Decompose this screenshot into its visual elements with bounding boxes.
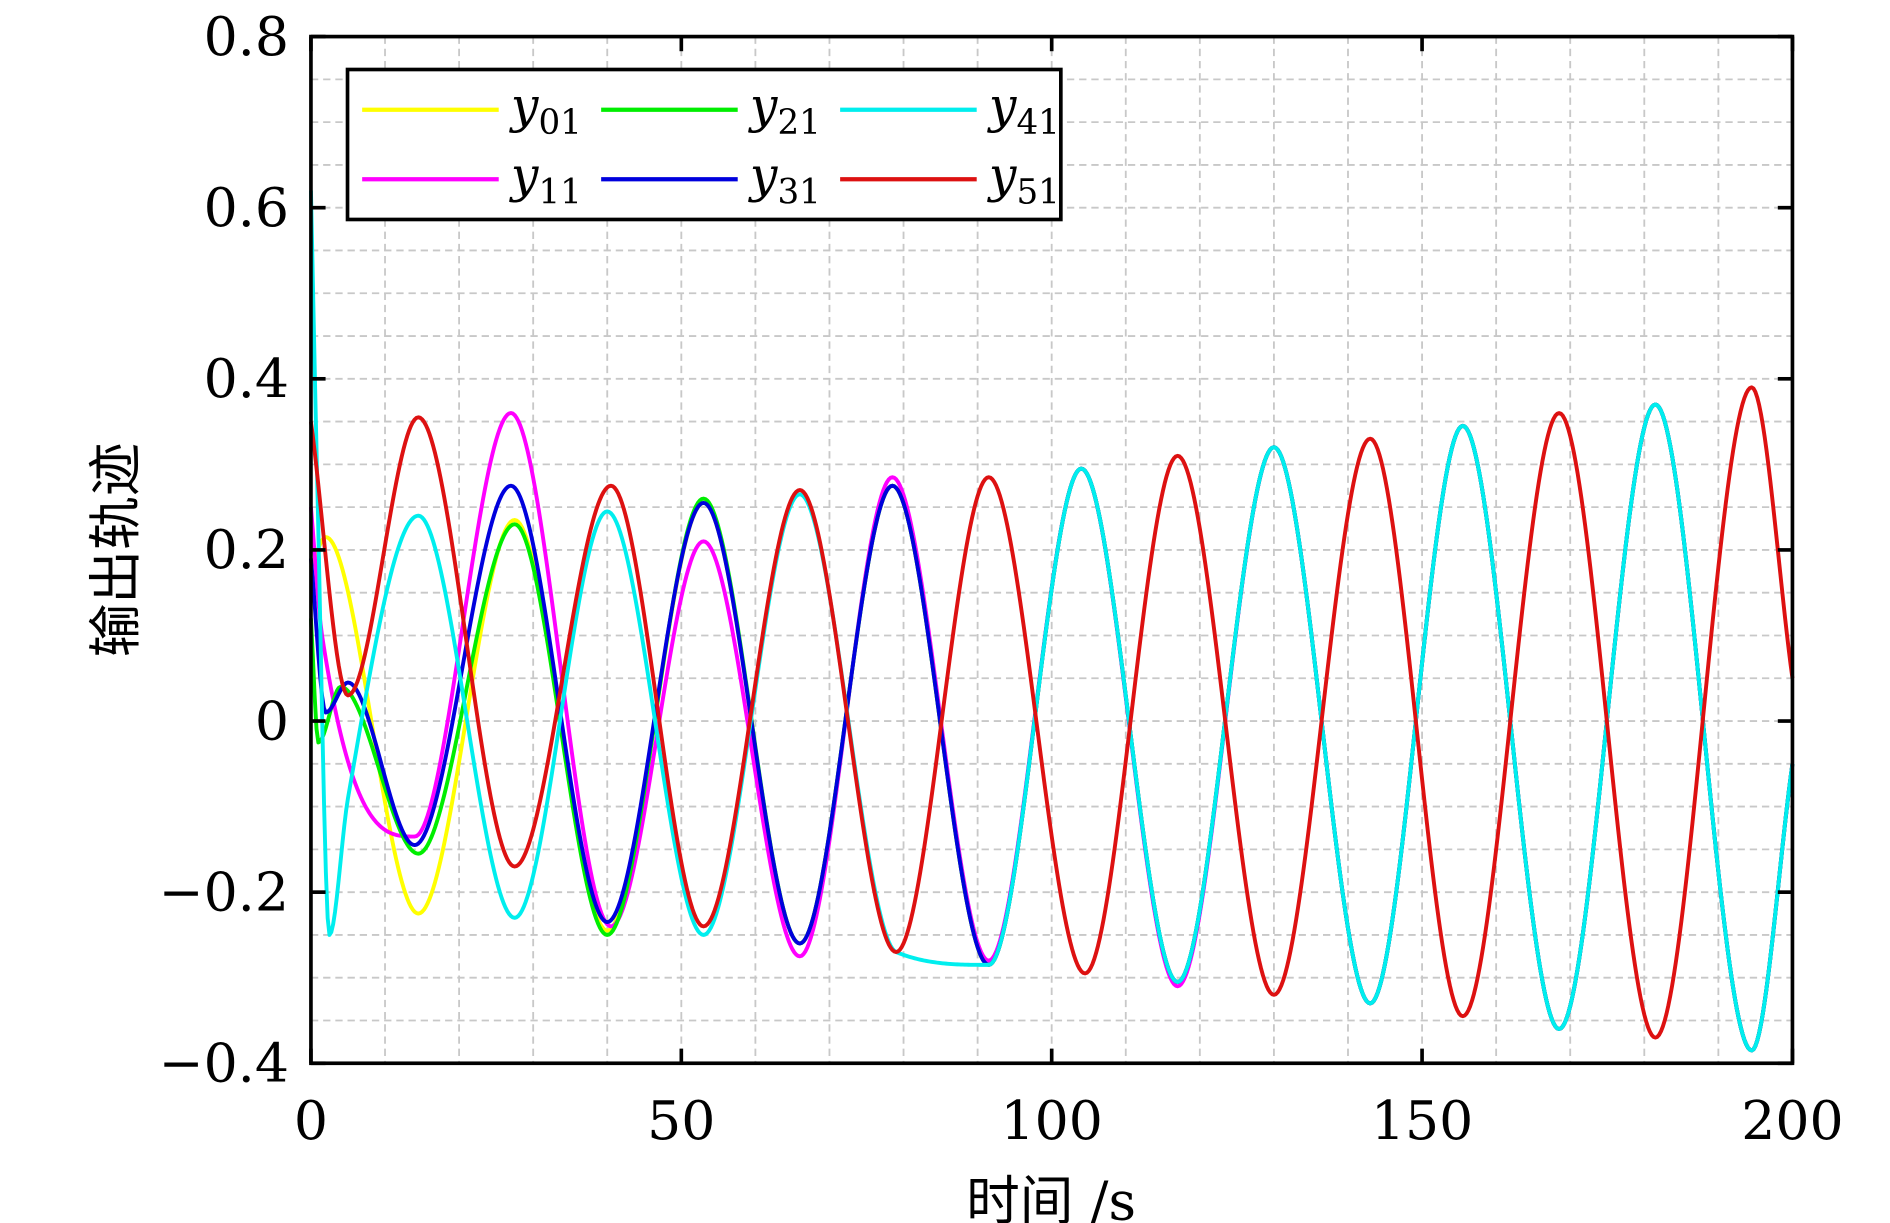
y-tick-label: 0.4 — [204, 347, 289, 410]
x-tick-label: 150 — [1371, 1089, 1473, 1152]
y-tick-label: 0.8 — [204, 5, 289, 68]
series-lines — [308, 190, 1795, 1053]
legend-item-y41: y41 — [840, 77, 1060, 143]
legend-item-y11: y11 — [362, 146, 582, 213]
legend-label: y11 — [509, 146, 582, 212]
legend-item-y51: y51 — [840, 146, 1060, 213]
legend-item-y21: y21 — [601, 77, 821, 143]
y-tick-label: 0 — [255, 689, 289, 752]
x-tick-label: 50 — [647, 1089, 715, 1152]
tick-labels: 0 50 100 150 200 −0.4 −0.2 0 0.2 0.4 0.6 0.8 — [159, 5, 1844, 1152]
y-tick-label: −0.4 — [159, 1032, 289, 1095]
y-axis-title: 输出轨迹 — [84, 443, 147, 658]
legend-label: y31 — [748, 146, 821, 212]
legend-item-y31: y31 — [601, 146, 821, 213]
x-tick-label: 0 — [294, 1089, 328, 1152]
series-line-y51 — [309, 385, 1795, 1040]
legend-label: y51 — [987, 146, 1060, 212]
legend-label: y21 — [748, 77, 821, 143]
x-tick-label: 100 — [1000, 1089, 1102, 1152]
y-tick-label: 0.2 — [204, 518, 289, 581]
series-line-y41 — [308, 190, 1795, 1053]
x-tick-label: 200 — [1741, 1089, 1843, 1152]
legend-label: y41 — [987, 77, 1060, 143]
x-axis-title: 时间 /s — [966, 1169, 1136, 1223]
legend-box — [345, 67, 1063, 222]
legend: y01 y21 y41 y11 y31 y51 — [345, 67, 1063, 222]
y-tick-label: −0.2 — [159, 860, 289, 923]
axes — [309, 34, 1795, 1066]
y-tick-label: 0.6 — [204, 176, 289, 239]
legend-label: y01 — [509, 77, 582, 143]
legend-item-y01: y01 — [362, 77, 582, 143]
